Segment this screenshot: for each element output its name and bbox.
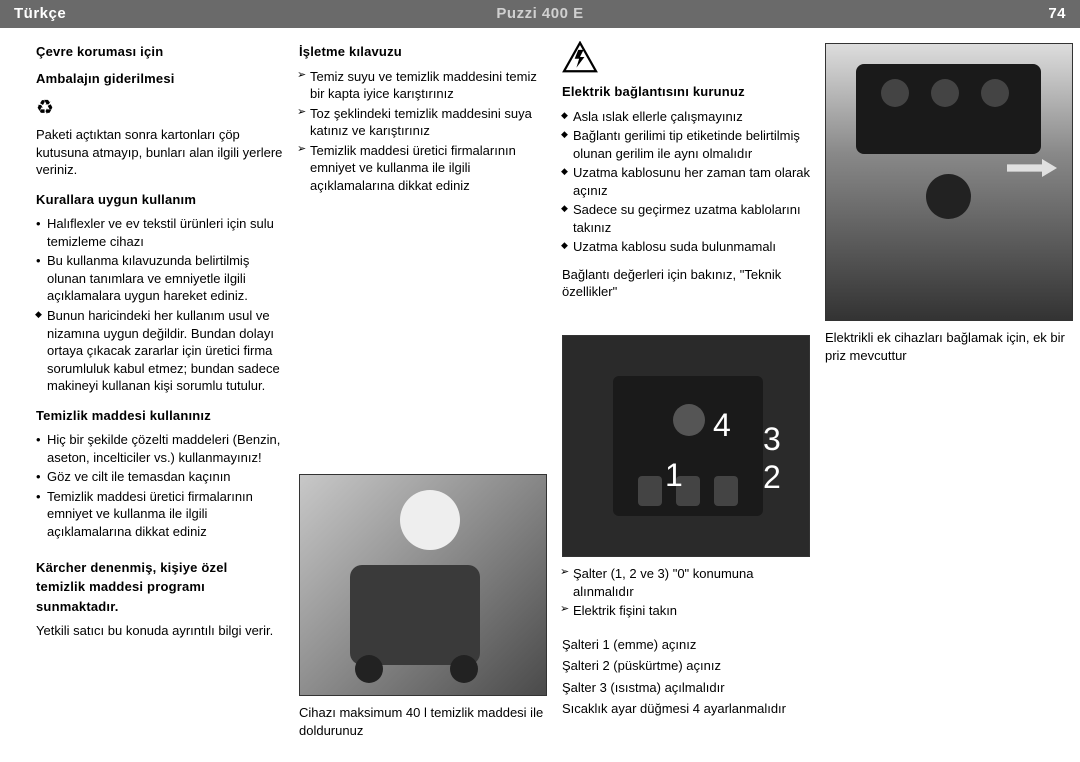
panel-number-3: 3 [763,418,781,461]
list-item: Elektrik fişini takın [562,602,810,620]
recycle-icon: ♻ [36,98,284,118]
list-item: Toz şeklindeki temizlik maddesini suya k… [299,105,547,140]
header-product: Puzzi 400 E [496,4,583,24]
list-item: Halıflexler ve ev tekstil ürünleri için … [36,215,284,250]
image-control-panel: 4 3 1 2 [562,335,810,557]
column-3: Elektrik bağlantısını kurunuz Asla ıslak… [562,41,810,743]
list-item: Bu kullanma kılavuzunda belirtilmiş olun… [36,252,284,305]
column-2: İşletme kılavuzu Temiz suyu ve temizlik … [299,41,547,743]
heading-operating-manual: İşletme kılavuzu [299,43,547,61]
content-grid: Çevre koruması için Ambalajın giderilmes… [0,28,1080,753]
list-item: Asla ıslak ellerle çalışmayınız [562,108,810,126]
text-temp-dial: Sıcaklık ayar düğmesi 4 ayarlanmalıdır [562,700,810,718]
list-item: Temizlik maddesi üretici firmalarının em… [36,488,284,541]
list-item: Hiç bir şekilde çözelti maddeleri (Benzi… [36,431,284,466]
column-1: Çevre koruması için Ambalajın giderilmes… [36,41,284,743]
heading-electrical: Elektrik bağlantısını kurunuz [562,83,810,101]
text-switch-2: Şalteri 2 (püskürtme) açınız [562,657,810,675]
list-item: Uzatma kablosunu her zaman tam olarak aç… [562,164,810,199]
list-item: Uzatma kablosu suda bulunmamalı [562,238,810,256]
panel-number-1: 1 [665,454,683,497]
heading-packaging: Ambalajın giderilmesi [36,70,284,88]
heading-cleaning-agent: Temizlik maddesi kullanınız [36,407,284,425]
list-item: Bunun haricindeki her kullanım usul ve n… [36,307,284,395]
column-4: Elektrikli ek cihazları bağlamak için, e… [825,41,1073,743]
text-switch-1: Şalteri 1 (emme) açınız [562,636,810,654]
list-proper-use: Halıflexler ve ev tekstil ürünleri için … [36,215,284,396]
list-item: Bağlantı gerilimi tip etiketinde belirti… [562,127,810,162]
panel-number-4: 4 [713,404,731,447]
caption-extra-socket: Elektrikli ek cihazları bağlamak için, e… [825,329,1073,364]
list-item: Sadece su geçirmez uzatma kablolarını ta… [562,201,810,236]
image-extra-socket [825,43,1073,321]
heading-proper-use: Kurallara uygun kullanım [36,191,284,209]
text-dealer-info: Yetkili satıcı bu konuda ayrıntılı bilgi… [36,622,284,640]
heading-environment: Çevre koruması için [36,43,284,61]
header-page-number: 74 [1048,4,1066,24]
header-language: Türkçe [14,4,66,24]
list-item: Temizlik maddesi üretici firmalarının em… [299,142,547,195]
page-header: Türkçe Puzzi 400 E 74 [0,0,1080,28]
list-operating: Temiz suyu ve temizlik maddesini temiz b… [299,68,547,197]
list-item: Şalter (1, 2 ve 3) "0" konumuna alınmalı… [562,565,810,600]
arrow-indicator-icon [1007,159,1057,177]
list-cleaning-agent: Hiç bir şekilde çözelti maddeleri (Benzi… [36,431,284,542]
text-switch-3: Şalter 3 (ısıstma) açılmalıdır [562,679,810,697]
caption-fill: Cihazı maksimum 40 l temizlik maddesi il… [299,704,547,739]
list-switch-steps: Şalter (1, 2 ve 3) "0" konumuna alınmalı… [562,565,810,622]
text-packaging: Paketi açtıktan sonra kartonları çöp kut… [36,126,284,179]
text-connection-values: Bağlantı değerleri için bakınız, "Teknik… [562,266,810,301]
image-filling-machine [299,474,547,696]
list-electrical: Asla ıslak ellerle çalışmayınız Bağlantı… [562,108,810,258]
list-item: Göz ve cilt ile temasdan kaçının [36,468,284,486]
panel-number-2: 2 [763,456,781,499]
heading-karcher-program: Kärcher denenmiş, kişiye özel temizlik m… [36,557,284,623]
lightning-icon [562,41,598,73]
list-item: Temiz suyu ve temizlik maddesini temiz b… [299,68,547,103]
